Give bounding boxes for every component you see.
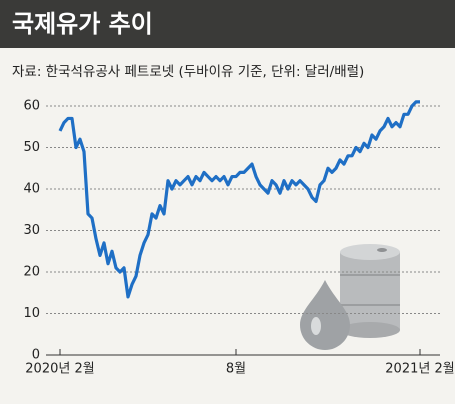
x-tick-label: 2020년 2월 [25, 362, 94, 377]
x-tick-label: 8월 [226, 362, 246, 377]
illustration [300, 244, 400, 350]
data-line [58, 100, 420, 299]
y-tick-label: 40 [23, 182, 40, 197]
y-tick-label: 10 [23, 306, 40, 321]
header-bar [0, 0, 455, 48]
chart-subtitle: 자료: 한국석유공사 페트로넷 (두바이유 기준, 단위: 달러/배럴) [12, 64, 364, 80]
y-tick-label: 50 [23, 140, 40, 155]
y-tick-label: 60 [23, 99, 40, 114]
chart-title: 국제유가 추이 [12, 10, 153, 38]
y-tick-label: 30 [23, 223, 40, 238]
y-tick-label: 0 [32, 348, 40, 363]
x-tick-label: 2021년 2월 [385, 362, 454, 377]
y-tick-label: 20 [23, 265, 40, 280]
